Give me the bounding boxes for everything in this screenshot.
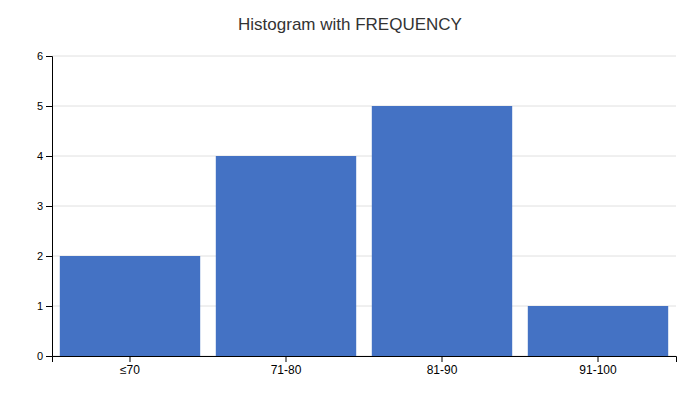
y-tick-mark <box>46 156 52 157</box>
x-tick: 71-80 <box>271 356 302 377</box>
x-tick: 91-100 <box>579 356 617 377</box>
y-tick-label: 2 <box>37 250 43 262</box>
bar <box>60 256 200 356</box>
x-tick-mark <box>286 356 287 362</box>
x-tick-mark <box>442 356 443 362</box>
plot-area: 0 1 2 3 4 5 6 ≤70 71-80 81-90 91-100 <box>37 50 677 377</box>
y-tick: 3 <box>37 200 52 212</box>
y-tick-label: 4 <box>37 150 43 162</box>
y-tick-mark <box>46 56 52 57</box>
grid-line <box>52 106 676 107</box>
y-tick-label: 3 <box>37 200 43 212</box>
x-tick-mark <box>598 356 599 362</box>
grid-line <box>52 156 676 157</box>
x-axis: ≤70 71-80 81-90 91-100 <box>53 356 677 377</box>
y-tick-label: 5 <box>37 100 43 112</box>
grid <box>52 56 676 356</box>
y-tick-mark <box>46 206 52 207</box>
chart-title: Histogram with FREQUENCY <box>238 15 462 34</box>
bar <box>216 156 356 356</box>
y-tick-label: 1 <box>37 300 43 312</box>
x-tick: 81-90 <box>427 356 458 377</box>
bar <box>528 306 668 356</box>
x-axis-line <box>53 357 677 363</box>
x-tick-mark <box>130 356 131 362</box>
y-axis-line <box>46 57 53 357</box>
y-tick: 1 <box>37 300 52 312</box>
x-tick-label: 81-90 <box>427 363 458 377</box>
grid-line <box>52 56 676 57</box>
y-tick: 5 <box>37 100 52 112</box>
bar <box>372 106 512 356</box>
bars <box>60 106 668 356</box>
y-tick: 6 <box>37 50 52 62</box>
y-tick: 2 <box>37 250 52 262</box>
x-tick-label: 71-80 <box>271 363 302 377</box>
y-axis: 0 1 2 3 4 5 6 <box>37 50 53 362</box>
x-tick-label: ≤70 <box>120 363 140 377</box>
y-tick: 4 <box>37 150 52 162</box>
y-tick-mark <box>46 306 52 307</box>
chart: 0 1 2 3 4 5 6 ≤70 71-80 81-90 91-100 Histogram with… <box>0 0 700 400</box>
y-tick: 0 <box>37 350 52 362</box>
grid-line <box>52 206 676 207</box>
x-tick-label: 91-100 <box>579 363 617 377</box>
y-tick-mark <box>46 106 52 107</box>
x-tick: ≤70 <box>120 356 140 377</box>
y-tick-label: 0 <box>37 350 43 362</box>
y-tick-mark <box>46 256 52 257</box>
y-tick-label: 6 <box>37 50 43 62</box>
y-tick-mark <box>46 356 52 357</box>
